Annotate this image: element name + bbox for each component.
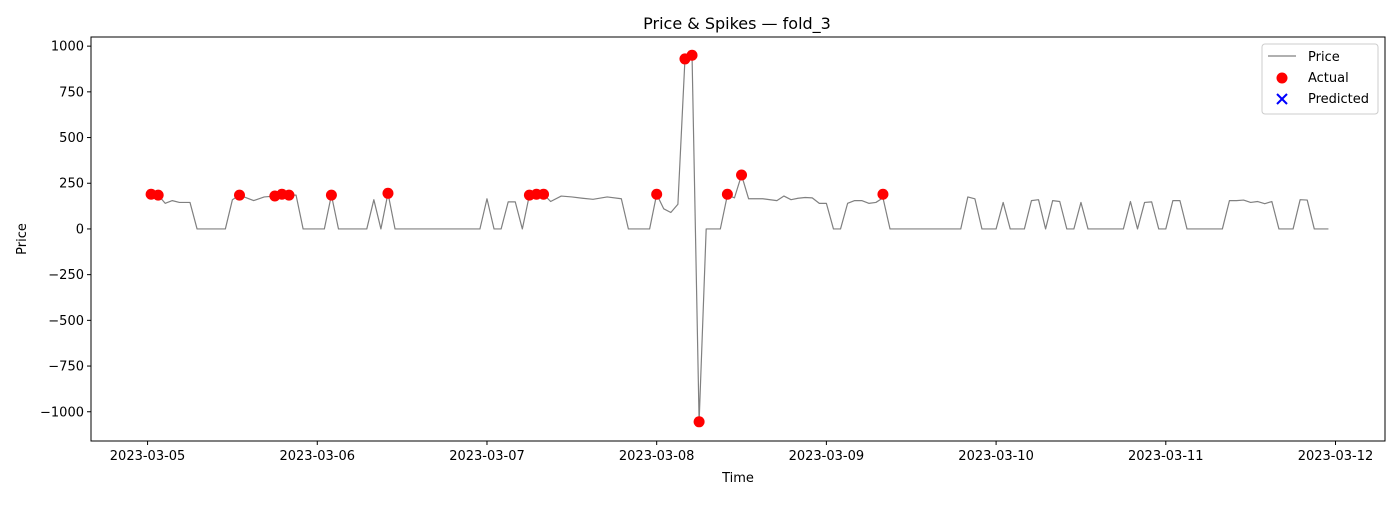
x-axis: 2023-03-05 2023-03-06 2023-03-07 2023-03-08… bbox=[110, 441, 1373, 464]
actual-point bbox=[693, 416, 705, 428]
y-tick-label: 500 bbox=[59, 131, 84, 146]
actual-point bbox=[538, 188, 550, 200]
y-tick-label: 0 bbox=[76, 222, 84, 237]
y-tick-label: −1000 bbox=[40, 405, 84, 420]
y-tick-label: −500 bbox=[48, 314, 84, 329]
x-tick-label: 2023-03-09 bbox=[789, 449, 865, 464]
x-tick-label: 2023-03-06 bbox=[279, 449, 355, 464]
actual-point bbox=[721, 188, 733, 200]
x-tick-label: 2023-03-12 bbox=[1298, 449, 1374, 464]
y-axis-label: Price bbox=[15, 223, 30, 255]
actual-point bbox=[736, 169, 748, 181]
actual-point bbox=[283, 189, 295, 201]
axes-frame bbox=[90, 36, 1386, 442]
x-axis-label: Time bbox=[721, 471, 754, 486]
x-tick-label: 2023-03-11 bbox=[1128, 449, 1204, 464]
legend-predicted-label: Predicted bbox=[1308, 92, 1369, 107]
actual-point bbox=[651, 188, 663, 200]
y-axis: 1000 750 500 250 0 −250 −500 −750 −1000 bbox=[40, 40, 91, 420]
actual-point bbox=[233, 189, 245, 201]
x-tick-label: 2023-03-08 bbox=[619, 449, 695, 464]
y-tick-label: 750 bbox=[59, 85, 84, 100]
legend-price-label: Price bbox=[1308, 50, 1340, 65]
legend-actual-swatch bbox=[1276, 72, 1288, 84]
price-line bbox=[147, 54, 1329, 423]
y-tick-label: −750 bbox=[48, 360, 84, 375]
actual-point bbox=[686, 49, 698, 61]
actual-point bbox=[152, 189, 164, 201]
plot-area bbox=[145, 49, 1329, 428]
actual-point bbox=[382, 187, 394, 199]
x-tick-label: 2023-03-10 bbox=[958, 449, 1034, 464]
x-tick-label: 2023-03-07 bbox=[449, 449, 525, 464]
actual-point bbox=[877, 188, 889, 200]
y-tick-label: 1000 bbox=[51, 40, 84, 55]
chart-title: Price & Spikes — fold_3 bbox=[643, 14, 831, 34]
y-tick-label: −250 bbox=[48, 268, 84, 283]
legend: Price Actual Predicted bbox=[1261, 43, 1379, 115]
legend-predicted-swatch bbox=[1276, 93, 1288, 105]
legend-box bbox=[1261, 43, 1379, 115]
y-tick-label: 250 bbox=[59, 177, 84, 192]
actual-point bbox=[325, 189, 337, 201]
x-tick-label: 2023-03-05 bbox=[110, 449, 186, 464]
legend-actual-label: Actual bbox=[1308, 71, 1349, 86]
